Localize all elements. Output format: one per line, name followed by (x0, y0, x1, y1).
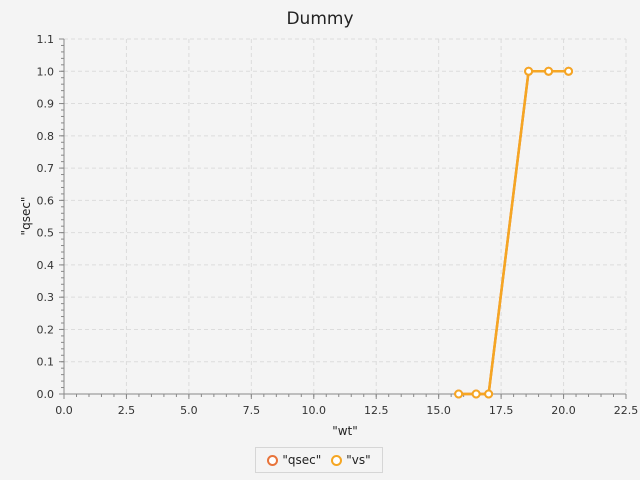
data-point-1 (564, 66, 574, 76)
y-tick-label: 0.2 (37, 323, 55, 336)
y-tick-label: 1.1 (37, 33, 55, 46)
data-point-1 (484, 389, 494, 399)
y-tick-label: 0.8 (37, 130, 55, 143)
legend-item-vs: "vs" (331, 453, 371, 467)
legend-marker-qsec (267, 454, 279, 466)
data-point-1 (524, 66, 534, 76)
legend-marker-vs (331, 454, 343, 466)
data-point-1 (454, 389, 464, 399)
x-tick-label: 10.0 (302, 404, 327, 417)
x-tick-label: 15.0 (426, 404, 451, 417)
x-tick-label: 0.0 (55, 404, 73, 417)
legend-label-vs: "vs" (346, 453, 371, 467)
data-point-1 (544, 66, 554, 76)
legend: "qsec" "vs" (255, 447, 383, 473)
y-tick-label: 0.3 (37, 291, 55, 304)
y-tick-label: 1.0 (37, 65, 55, 78)
y-tick-label: 0.4 (37, 259, 55, 272)
x-tick-label: 17.5 (489, 404, 514, 417)
x-tick-label: 22.5 (614, 404, 639, 417)
y-tick-label: 0.5 (37, 227, 55, 240)
legend-item-qsec: "qsec" (267, 453, 321, 467)
x-tick-label: 20.0 (551, 404, 576, 417)
grid (63, 38, 627, 395)
data-point-1 (471, 389, 481, 399)
x-axis-label: "wt" (332, 424, 358, 438)
y-tick-label: 0.7 (37, 162, 55, 175)
legend-label-qsec: "qsec" (282, 453, 322, 467)
chart-title: Dummy (286, 9, 353, 29)
x-tick-label: 12.5 (364, 404, 389, 417)
axes (63, 39, 626, 395)
ticks: 0.0 2.5 5.0 7.5 10.0 12.5 15.0 17.5 20.0 22.5 0.0 0… (37, 33, 639, 417)
y-tick-label: 0.6 (37, 194, 55, 207)
y-tick-label: 0.1 (37, 356, 55, 369)
x-tick-label: 7.5 (243, 404, 261, 417)
y-tick-label: 0.9 (37, 98, 55, 111)
y-tick-label: 0.0 (37, 388, 55, 401)
x-tick-label: 5.0 (180, 404, 198, 417)
y-axis-label: "qsec" (19, 197, 33, 236)
series-points (454, 66, 574, 399)
x-tick-label: 2.5 (118, 404, 136, 417)
